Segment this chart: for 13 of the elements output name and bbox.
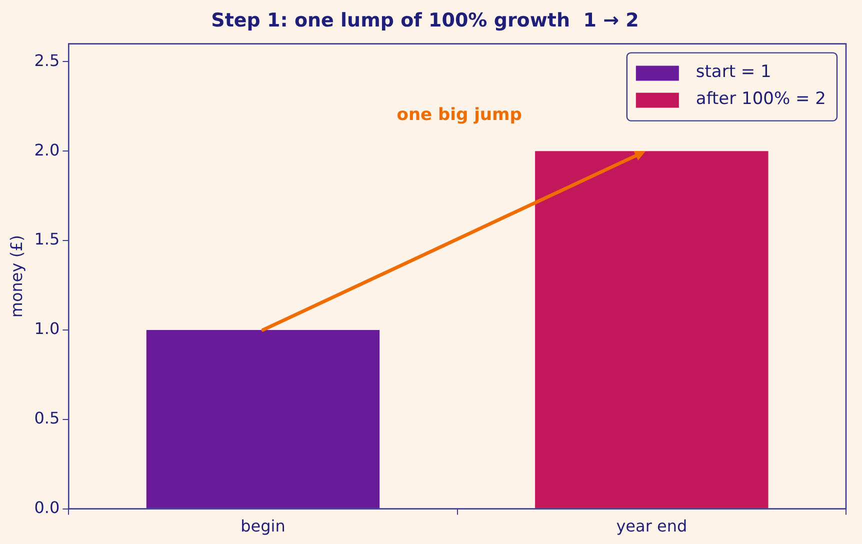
legend-label: start = 1: [696, 62, 772, 82]
chart-title: Step 1: one lump of 100% growth 1 → 2: [211, 9, 639, 32]
y-tick-label: 1.5: [34, 230, 60, 249]
y-tick-label: 0.0: [34, 498, 60, 517]
legend-label: after 100% = 2: [696, 89, 826, 110]
x-tick-label: begin: [240, 516, 286, 536]
y-tick-label: 0.5: [34, 408, 60, 428]
y-tick-label: 2.0: [34, 140, 60, 160]
y-tick-label: 2.5: [34, 50, 60, 70]
x-tick-label: year end: [616, 516, 688, 536]
y-tick-label: 1.0: [34, 319, 60, 338]
annotation: one big jump: [396, 105, 522, 126]
y-axis-title: money (£): [6, 235, 26, 318]
